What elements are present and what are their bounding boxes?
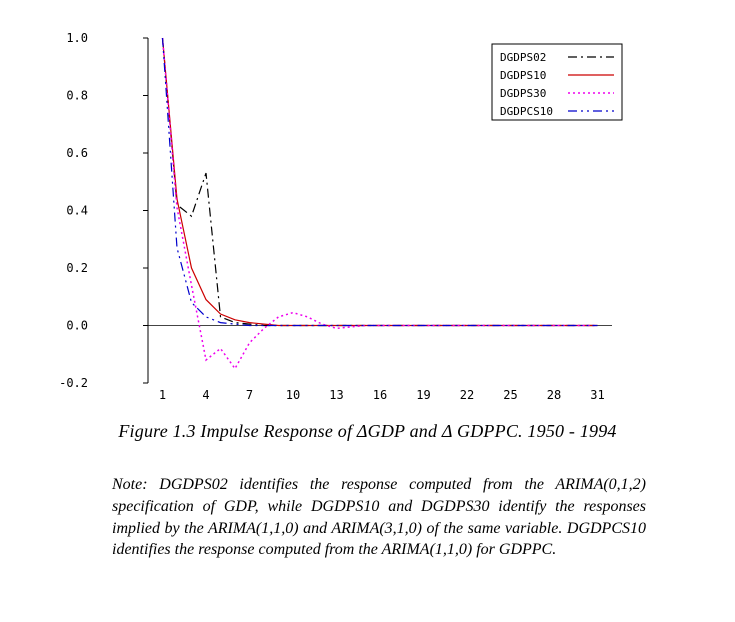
y-tick-label: 0.6 (66, 146, 88, 160)
legend-label-dgdpcs10: DGDPCS10 (500, 105, 553, 118)
x-tick-label: 22 (460, 388, 474, 402)
y-tick-label: 0.0 (66, 319, 88, 333)
x-tick-label: 31 (590, 388, 604, 402)
y-tick-label: -0.2 (59, 376, 88, 390)
series-line-dgdpcs10 (161, 37, 598, 327)
x-tick-label: 13 (329, 388, 343, 402)
x-tick-label: 4 (202, 388, 209, 402)
x-tick-label: 7 (246, 388, 253, 402)
y-tick-label: 0.4 (66, 204, 88, 218)
x-tick-label: 1 (159, 388, 166, 402)
x-tick-label: 19 (416, 388, 430, 402)
x-tick-label: 10 (286, 388, 300, 402)
impulse-response-chart: -0.2 0.0 0.2 0.4 0.6 0.8 1.0 1 4 7 10 13 16 19 22 25 28 3… (59, 31, 623, 402)
y-tick-label: 1.0 (66, 31, 88, 45)
y-tick-label: 0.2 (66, 261, 88, 275)
figure-caption: Figure 1.3 Impulse Response of ΔGDP and … (118, 421, 617, 441)
x-tick-label: 28 (547, 388, 561, 402)
x-tick-label: 25 (503, 388, 517, 402)
x-tick-label: 16 (373, 388, 387, 402)
legend-label-dgdps10: DGDPS10 (500, 69, 546, 82)
legend-label-dgdps30: DGDPS30 (500, 87, 546, 100)
figure-note: Note: DGDPS02 identifies the response co… (112, 476, 646, 559)
legend-label-dgdps02: DGDPS02 (500, 51, 546, 64)
y-tick-label: 0.8 (66, 89, 88, 103)
